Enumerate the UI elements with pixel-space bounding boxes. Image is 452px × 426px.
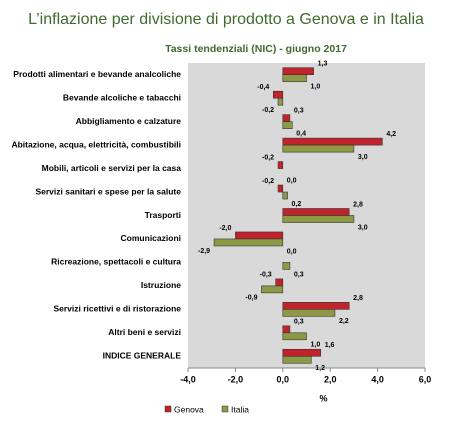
chart-title: L’inflazione per divisione di prodotto a… xyxy=(28,11,424,28)
data-label: -2,9 xyxy=(198,248,210,255)
x-tick-label: -4,0 xyxy=(180,374,196,384)
data-label: -0,9 xyxy=(245,295,257,302)
bar xyxy=(273,90,284,99)
data-label: 2,8 xyxy=(353,295,363,302)
bar xyxy=(282,74,307,83)
category-label: Abbigliamento e calzature xyxy=(76,116,182,126)
bar xyxy=(275,278,284,287)
bar xyxy=(282,191,288,200)
data-label: -0,2 xyxy=(262,107,274,114)
bar xyxy=(282,309,336,317)
data-label: 0,3 xyxy=(294,107,304,114)
data-label: -0,2 xyxy=(262,154,274,161)
legend-swatch xyxy=(164,405,172,413)
data-label: 0,0 xyxy=(287,177,297,184)
bar xyxy=(282,144,355,153)
category-label: Mobili, articoli e servizi per la casa xyxy=(42,163,182,173)
x-tick-label: 4,0 xyxy=(371,374,384,384)
bar xyxy=(261,285,284,294)
data-label: 1,0 xyxy=(311,84,321,91)
category-label: Comunicazioni xyxy=(121,233,181,243)
data-label: 0,4 xyxy=(296,130,306,137)
category-label: Prodotti alimentari e bevande analcolich… xyxy=(13,69,181,79)
data-label: -0,3 xyxy=(260,272,272,279)
x-tick-label: 2,0 xyxy=(324,374,337,384)
bar xyxy=(282,208,350,216)
data-label: 4,2 xyxy=(386,131,396,138)
legend-label: Genova xyxy=(174,404,204,414)
bar xyxy=(282,121,293,129)
data-label: 3,0 xyxy=(358,224,368,231)
data-label: 1,0 xyxy=(311,342,321,349)
data-label: 1,2 xyxy=(315,365,325,372)
x-tick-label: -2,0 xyxy=(228,374,244,384)
data-label: 2,2 xyxy=(339,318,349,325)
category-label: Altri beni e servizi xyxy=(108,327,181,337)
legend-swatch xyxy=(221,405,229,413)
x-tick-label: 6,0 xyxy=(419,374,432,384)
bar xyxy=(282,332,307,341)
x-axis-label: % xyxy=(319,393,327,403)
bar xyxy=(277,161,284,169)
bar xyxy=(235,231,284,240)
data-label: 0,0 xyxy=(287,248,297,255)
category-label: Servizi sanitari e spese per la salute xyxy=(35,186,181,196)
bar xyxy=(277,97,284,106)
data-label: 0,2 xyxy=(292,201,302,208)
bar xyxy=(282,262,291,270)
data-label: 2,8 xyxy=(353,201,363,208)
bar xyxy=(282,137,383,146)
bar xyxy=(282,67,314,76)
category-label: Istruzione xyxy=(141,280,181,290)
bar xyxy=(277,184,284,193)
category-label: Abitazione, acqua, elettricità, combusti… xyxy=(11,139,181,149)
bar xyxy=(282,348,322,357)
bar xyxy=(282,355,312,364)
bar xyxy=(282,325,291,334)
category-label: Bevande alcoliche e tabacchi xyxy=(63,92,181,102)
data-label: -0,4 xyxy=(257,84,269,91)
data-label: -2,0 xyxy=(219,225,231,232)
data-label: 3,0 xyxy=(358,154,368,161)
data-label: 0,3 xyxy=(294,271,304,278)
chart-subtitle: Tassi tendenziali (NIC) - giugno 2017 xyxy=(165,43,347,55)
bar xyxy=(213,238,284,247)
category-label: Servizi ricettivi e di ristorazione xyxy=(53,304,181,314)
bar xyxy=(282,302,350,310)
category-label: INDICE GENERALE xyxy=(103,351,182,361)
bar xyxy=(282,215,355,223)
data-label: 1,3 xyxy=(318,61,328,68)
category-label: Ricreazione, spettacoli e cultura xyxy=(51,257,181,267)
data-label: 1,6 xyxy=(325,342,335,349)
data-label: -0,2 xyxy=(262,178,274,185)
data-label: 0,3 xyxy=(294,319,304,326)
category-label: Trasporti xyxy=(145,210,181,220)
x-tick-label: 0,0 xyxy=(277,374,290,384)
legend-label: Italia xyxy=(231,404,249,414)
bar xyxy=(282,114,291,122)
